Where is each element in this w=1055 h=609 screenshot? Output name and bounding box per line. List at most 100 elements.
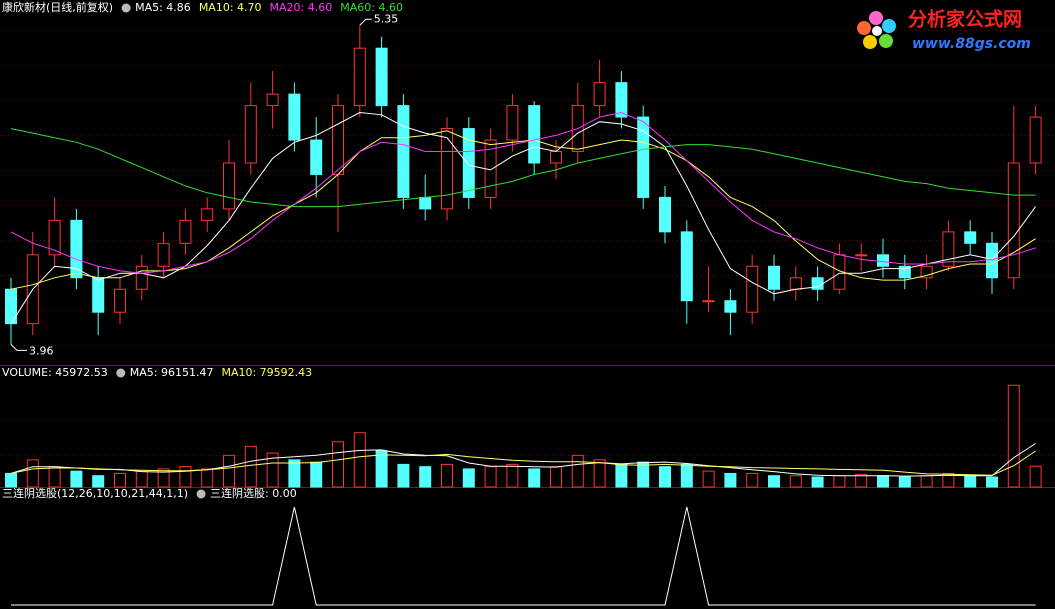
- volume-bar: [659, 466, 671, 488]
- volume-bar: [1007, 384, 1020, 488]
- legend-entry: MA5: 96151.47: [130, 366, 214, 379]
- candle-body: [506, 105, 519, 141]
- candle-body: [266, 93, 279, 107]
- candle-body: [419, 196, 432, 210]
- candle-body: [528, 105, 541, 164]
- candle-body: [462, 128, 475, 198]
- panel-title: 康欣新材(日线,前复权): [2, 0, 113, 14]
- candle-body: [353, 47, 366, 107]
- candle-body: [659, 196, 671, 233]
- volume-bar: [964, 475, 977, 488]
- volume-bar: [506, 463, 519, 488]
- candle-body: [680, 231, 693, 302]
- candle-body: [768, 265, 780, 290]
- logo-petal: [879, 34, 893, 48]
- candle-body: [48, 219, 61, 256]
- candle-body: [593, 82, 606, 107]
- ma-line: [10, 450, 1036, 476]
- candle-body: [855, 254, 868, 257]
- candle-body: [70, 219, 83, 279]
- candle-body: [702, 300, 715, 303]
- candle-body: [332, 105, 344, 175]
- volume-bar: [724, 472, 737, 488]
- ma-line: [10, 443, 1036, 477]
- toggle-icon: [116, 368, 126, 378]
- ma-line: [10, 130, 1036, 290]
- candle-body: [637, 116, 650, 198]
- logo-url: www.88gs.com: [912, 36, 1031, 52]
- candle-body: [898, 265, 911, 279]
- volume-bar: [288, 459, 301, 488]
- volume-bar: [789, 475, 802, 488]
- volume-bar: [5, 472, 17, 488]
- volume-bar: [332, 441, 344, 488]
- candle-body: [157, 242, 170, 267]
- volume-bar: [266, 452, 279, 488]
- volume-bar: [1029, 465, 1042, 488]
- volume-bar: [375, 450, 388, 488]
- volume-bar: [768, 475, 780, 488]
- candle-body: [920, 265, 933, 279]
- volume-bar: [135, 470, 148, 488]
- volume-bar: [550, 466, 562, 488]
- candle-body: [942, 231, 955, 267]
- panel-frame: [0, 365, 1055, 488]
- logo-petal: [857, 21, 871, 35]
- legend-entry: MA5: 4.86: [135, 1, 191, 14]
- candle-body: [789, 277, 802, 290]
- legend-entry: 三连阴选股: 0.00: [210, 487, 297, 500]
- ma-line: [10, 128, 1036, 208]
- volume-bar: [833, 475, 846, 488]
- volume-bar: [811, 476, 824, 488]
- ma-line: [11, 506, 1036, 606]
- volume-bar: [223, 454, 235, 488]
- volume-bar: [680, 463, 693, 488]
- volume-bar: [942, 472, 955, 488]
- volume-bar: [702, 470, 715, 488]
- volume-bar: [26, 459, 39, 488]
- candle-body: [310, 139, 323, 175]
- volume-bar: [179, 466, 192, 488]
- logo-center: [872, 26, 882, 36]
- volume-bar: [397, 463, 410, 488]
- candle-body: [288, 93, 301, 141]
- annotation-arrow: [359, 18, 372, 26]
- toggle-icon: [196, 489, 206, 499]
- candle-body: [746, 265, 759, 313]
- logo-petal: [882, 19, 896, 33]
- volume-bar: [571, 454, 584, 488]
- volume-bar: [70, 470, 83, 488]
- candle-body: [135, 265, 148, 290]
- volume-bar: [528, 468, 541, 488]
- volume-bar: [353, 432, 366, 488]
- volume-bar: [484, 466, 497, 488]
- candle-body: [114, 288, 126, 313]
- logo-petal: [863, 35, 877, 49]
- volume-bar: [114, 472, 126, 488]
- candle-body: [375, 47, 388, 107]
- volume-bar: [310, 461, 323, 488]
- candle-body: [964, 231, 977, 244]
- candle-body: [179, 219, 192, 244]
- legend-entry: MA20: 4.60: [270, 1, 333, 14]
- candle-body: [615, 82, 628, 118]
- high-annotation: 5.35: [374, 12, 399, 25]
- candle-body: [244, 105, 257, 164]
- annotation-arrow: [10, 343, 27, 351]
- volume-bar: [877, 475, 889, 488]
- volume-bar: [441, 463, 453, 488]
- candle-body: [441, 128, 453, 210]
- volume-bar: [462, 468, 475, 488]
- volume-bar: [920, 475, 933, 488]
- volume-bar: [48, 466, 61, 488]
- logo: 分析家公式网 www.88gs.com: [857, 8, 1031, 52]
- logo-name: 分析家公式网: [908, 8, 1022, 31]
- ma-line: [10, 111, 1037, 324]
- volume-bar: [746, 472, 759, 488]
- candle-body: [201, 208, 214, 221]
- candle-body: [986, 242, 998, 279]
- candle-body: [223, 162, 235, 210]
- ma-line: [10, 111, 1036, 274]
